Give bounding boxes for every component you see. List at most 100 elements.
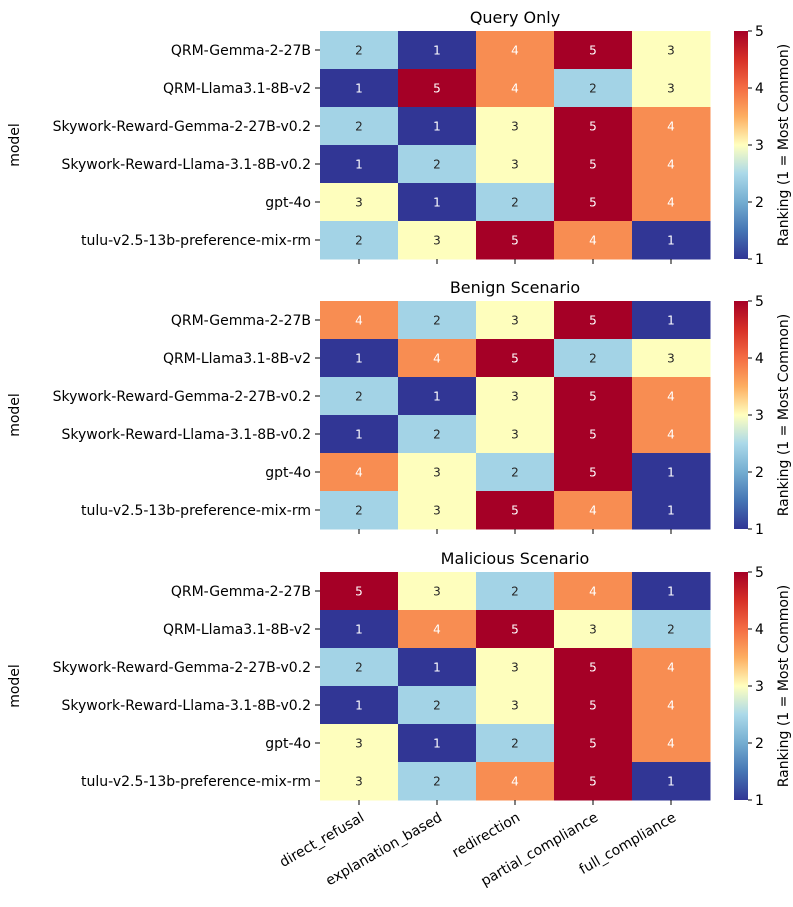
heatmap-cell xyxy=(398,724,477,763)
colorbar-title: Ranking (1 = Most Common) xyxy=(776,314,792,516)
heatmap-cell xyxy=(554,610,633,649)
heatmap-cell xyxy=(632,453,711,492)
colorbar-tick-label: 4 xyxy=(755,351,764,367)
cell-value-label: 3 xyxy=(589,623,597,637)
cell-value-label: 4 xyxy=(511,82,519,96)
row-label: Skywork-Reward-Llama-3.1-8B-v0.2 xyxy=(62,427,312,443)
cell-value-label: 3 xyxy=(433,585,441,599)
heatmap-cell xyxy=(632,572,711,611)
heatmap-cell xyxy=(320,301,399,340)
cell-value-label: 2 xyxy=(667,623,675,637)
cell-value-label: 3 xyxy=(355,775,363,789)
cell-value-label: 2 xyxy=(433,314,441,328)
cell-value-label: 5 xyxy=(355,585,363,599)
heatmap-cell xyxy=(554,572,633,611)
row-label: tulu-v2.5-13b-preference-mix-rm xyxy=(81,774,311,790)
heatmap-cell xyxy=(476,610,555,649)
heatmap-cell xyxy=(554,377,633,416)
heatmap-cell xyxy=(476,183,555,222)
heatmap-cell xyxy=(320,221,399,260)
y-axis-title: model xyxy=(7,393,23,437)
colorbar-tick-label: 2 xyxy=(755,736,764,752)
cell-value-label: 2 xyxy=(433,775,441,789)
row-label: QRM-Llama3.1-8B-v2 xyxy=(163,622,311,638)
heatmap-cell xyxy=(554,491,633,530)
heatmap-cell xyxy=(632,648,711,687)
row-label: QRM-Gemma-2-27B xyxy=(171,584,311,600)
cell-value-label: 4 xyxy=(589,234,597,248)
heatmap-cell xyxy=(320,31,399,70)
heatmap-cell xyxy=(476,648,555,687)
panel-title: Malicious Scenario xyxy=(441,549,590,568)
heatmap-cell xyxy=(476,415,555,454)
heatmap-cell xyxy=(398,221,477,260)
heatmap-cell xyxy=(320,648,399,687)
heatmap-cell xyxy=(476,339,555,378)
y-axis-title: model xyxy=(7,664,23,708)
cell-value-label: 2 xyxy=(589,352,597,366)
heatmap-cell xyxy=(320,415,399,454)
cell-value-label: 4 xyxy=(355,314,363,328)
heatmap-cell xyxy=(476,301,555,340)
heatmap-cell xyxy=(632,69,711,108)
heatmap-cell xyxy=(476,31,555,70)
cell-value-label: 4 xyxy=(667,737,675,751)
heatmap-cell xyxy=(398,762,477,801)
heatmap-cell xyxy=(320,145,399,184)
cell-value-label: 1 xyxy=(433,44,441,58)
heatmap-cell xyxy=(554,69,633,108)
row-label: QRM-Gemma-2-27B xyxy=(171,43,311,59)
heatmap-cell xyxy=(398,301,477,340)
cell-value-label: 1 xyxy=(433,120,441,134)
row-label: gpt-4o xyxy=(265,195,311,211)
heatmap-cell xyxy=(554,762,633,801)
cell-value-label: 1 xyxy=(667,466,675,480)
heatmap-cell xyxy=(632,183,711,222)
cell-value-label: 1 xyxy=(355,699,363,713)
cell-value-label: 4 xyxy=(589,585,597,599)
cell-value-label: 3 xyxy=(667,82,675,96)
cell-value-label: 5 xyxy=(433,82,441,96)
cell-value-label: 5 xyxy=(589,775,597,789)
cell-value-label: 3 xyxy=(355,737,363,751)
heatmap-cell xyxy=(398,610,477,649)
cell-value-label: 2 xyxy=(433,158,441,172)
row-label: Skywork-Reward-Gemma-2-27B-v0.2 xyxy=(53,660,311,676)
colorbar xyxy=(734,572,748,800)
heatmap-cell xyxy=(398,572,477,611)
row-label: gpt-4o xyxy=(265,465,311,481)
colorbar-tick-label: 3 xyxy=(755,408,764,424)
heatmap-cell xyxy=(398,31,477,70)
heatmap-cell xyxy=(398,648,477,687)
colorbar-tick-label: 5 xyxy=(755,565,764,581)
row-label: tulu-v2.5-13b-preference-mix-rm xyxy=(81,503,311,519)
colorbar-tick-label: 4 xyxy=(755,81,764,97)
cell-value-label: 5 xyxy=(511,234,519,248)
heatmap-cell xyxy=(320,762,399,801)
heatmap-cell xyxy=(632,610,711,649)
heatmap-cell xyxy=(632,762,711,801)
heatmap-cell xyxy=(476,491,555,530)
heatmap-cell xyxy=(476,724,555,763)
cell-value-label: 2 xyxy=(355,504,363,518)
cell-value-label: 4 xyxy=(511,44,519,58)
row-label: QRM-Gemma-2-27B xyxy=(171,313,311,329)
heatmap-cell xyxy=(398,453,477,492)
cell-value-label: 5 xyxy=(589,737,597,751)
heatmap-cell xyxy=(320,183,399,222)
heatmap-cell xyxy=(632,491,711,530)
heatmap-cell xyxy=(476,572,555,611)
heatmap-panel-2: Benign Scenario 4 2 3 5 1 1 4 5 2 3 2 1 3 5 4 1 2 3 5 4 4 3 2 5 1… xyxy=(7,278,792,538)
cell-value-label: 3 xyxy=(511,661,519,675)
heatmap-cell xyxy=(554,183,633,222)
colorbar-tick-label: 1 xyxy=(755,252,764,268)
heatmap-cell xyxy=(476,145,555,184)
cell-value-label: 2 xyxy=(433,699,441,713)
cell-value-label: 3 xyxy=(433,234,441,248)
row-label: gpt-4o xyxy=(265,736,311,752)
cell-value-label: 5 xyxy=(511,504,519,518)
cell-value-label: 2 xyxy=(355,661,363,675)
cell-value-label: 2 xyxy=(355,234,363,248)
heatmap-cell xyxy=(554,301,633,340)
row-label: Skywork-Reward-Llama-3.1-8B-v0.2 xyxy=(62,157,312,173)
